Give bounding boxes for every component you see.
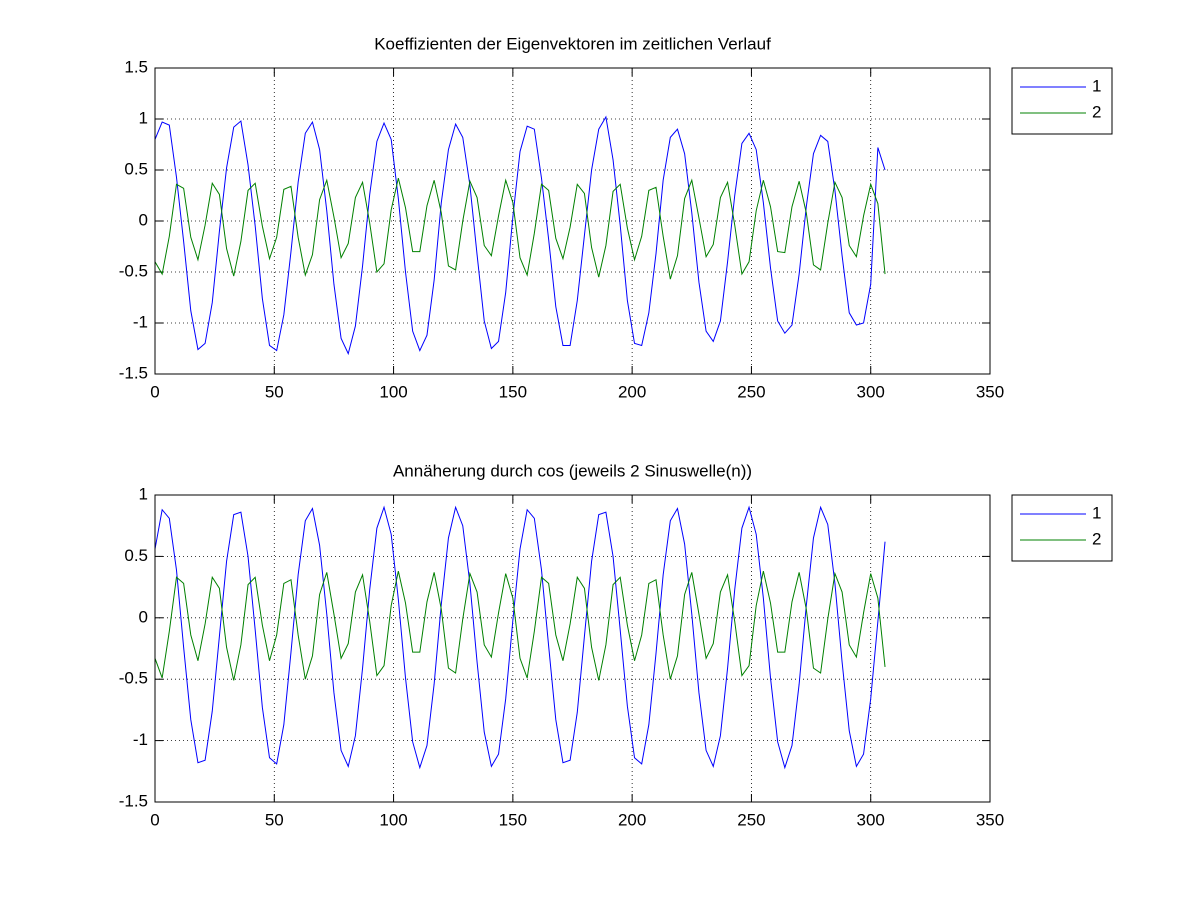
chart-title: Annäherung durch cos (jeweils 2 Sinuswel… <box>393 461 752 480</box>
axes-frame <box>154 494 991 803</box>
x-tick-label: 100 <box>379 810 407 829</box>
y-tick-label: -0.5 <box>119 261 148 280</box>
y-tick-label: 0.5 <box>124 159 148 178</box>
y-tick-label: 1 <box>139 108 148 127</box>
axes-frame <box>154 67 991 375</box>
plot-area <box>155 495 990 802</box>
x-tick-label: 200 <box>618 382 646 401</box>
y-tick-label: 0 <box>139 210 148 229</box>
axes: Annäherung durch cos (jeweils 2 Sinuswel… <box>119 461 1113 829</box>
y-tick-label: 0.5 <box>124 546 148 565</box>
x-tick-label: 150 <box>499 810 527 829</box>
x-tick-label: 0 <box>150 382 159 401</box>
data-line <box>154 571 886 681</box>
x-tick-label: 300 <box>857 810 885 829</box>
legend-label: 1 <box>1092 503 1101 522</box>
y-tick-label: -1.5 <box>119 363 148 382</box>
x-tick-label: 50 <box>265 382 284 401</box>
axes: Koeffizienten der Eigenvektoren im zeitl… <box>119 34 1113 401</box>
x-tick-label: 100 <box>379 382 407 401</box>
y-tick-label: -1.5 <box>119 791 148 810</box>
y-tick-label: -1 <box>133 730 148 749</box>
x-tick-label: 0 <box>150 810 159 829</box>
y-tick-label: 1.5 <box>124 57 148 76</box>
y-tick-label: -1 <box>133 312 148 331</box>
chart-title: Koeffizienten der Eigenvektoren im zeitl… <box>374 34 771 53</box>
x-tick-label: 300 <box>857 382 885 401</box>
legend-label: 2 <box>1092 102 1101 121</box>
legend-box <box>1011 67 1113 135</box>
y-tick-label: -0.5 <box>119 669 148 688</box>
legend-box <box>1011 494 1113 562</box>
legend-label: 2 <box>1092 529 1101 548</box>
y-tick-label: 0 <box>139 607 148 626</box>
x-tick-label: 350 <box>976 382 1004 401</box>
data-line <box>154 178 886 280</box>
x-tick-label: 350 <box>976 810 1004 829</box>
x-tick-label: 250 <box>737 382 765 401</box>
y-tick-label: 1 <box>139 484 148 503</box>
x-tick-label: 200 <box>618 810 646 829</box>
data-line <box>154 115 886 356</box>
legend-label: 1 <box>1092 76 1101 95</box>
x-tick-label: 250 <box>737 810 765 829</box>
x-tick-label: 150 <box>499 382 527 401</box>
data-line <box>154 505 886 770</box>
x-tick-label: 50 <box>265 810 284 829</box>
